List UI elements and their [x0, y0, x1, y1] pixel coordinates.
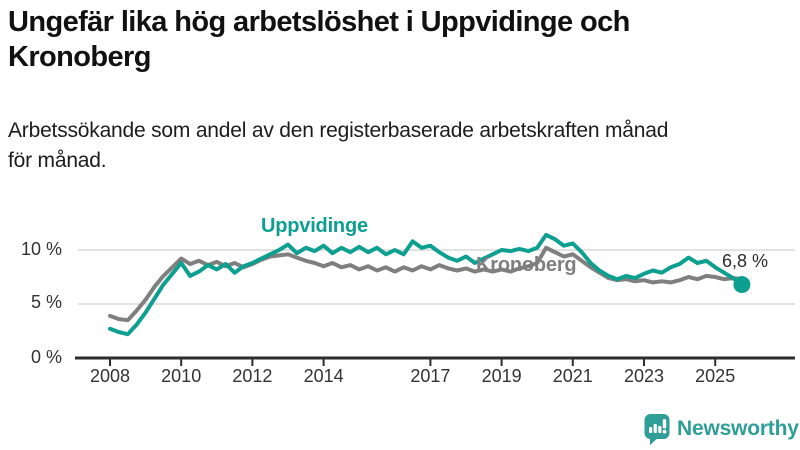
- chart-title: Ungefär lika hög arbetslöshet i Uppvidin…: [8, 5, 794, 75]
- series-label-uppvidinge: Uppvidinge: [261, 215, 368, 237]
- series-label-kronoberg: Kronoberg: [476, 254, 577, 276]
- uppvidinge-line: [108, 232, 744, 337]
- chart-subtitle: Arbetssökande som andel av den registerb…: [8, 116, 794, 176]
- chart-subtitle-line-1: Arbetssökande som andel av den registerb…: [8, 119, 669, 142]
- newsworthy-bar-chart-bubble-icon: [644, 414, 670, 445]
- newsworthy-logo: Newsworthy: [644, 412, 799, 446]
- chart-title-line-2: Kronoberg: [8, 40, 151, 73]
- uppvidinge-end-dot: [733, 276, 751, 294]
- y-axis-label-10: 10 %: [20, 239, 62, 259]
- y-axis-label-5: 5 %: [30, 292, 62, 312]
- unemployment-line-chart: [75, 232, 795, 366]
- newsworthy-logo-text: Newsworthy: [677, 417, 799, 440]
- chart-subtitle-line-2: för månad.: [8, 149, 107, 173]
- end-value-label: 6,8 %: [722, 251, 769, 271]
- kronoberg-line: [108, 245, 744, 323]
- y-axis-label-0: 0 %: [30, 347, 62, 367]
- chart-title-line-1: Ungefär lika hög arbetslöshet i Uppvidin…: [8, 6, 630, 38]
